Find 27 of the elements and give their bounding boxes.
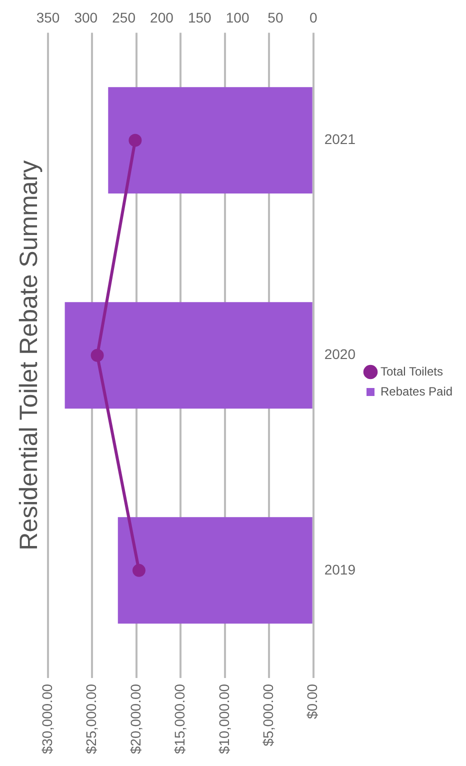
y-tick-label: 2021 [324,131,356,148]
bar [64,302,312,409]
x-tick-label: $15,000.00 [172,684,188,754]
bar [108,87,312,194]
legend-label: Total Toilets [380,364,443,378]
bar [118,517,312,624]
point [132,564,146,577]
y-tick-label: 2020 [324,346,356,362]
x2-tick-label: 200 [150,9,174,26]
text: Residential Toilet Rebate Summary [14,160,43,550]
x2-tick-label: 300 [74,9,98,26]
point [90,348,104,362]
x2-tick-label: 250 [112,9,136,26]
x2-tick-label: 0 [309,9,318,26]
x2-tick-label: 50 [268,9,284,26]
x-tick-label: $10,000.00 [216,684,232,754]
x-tick-label: $0.00 [304,684,320,719]
x-tick-label: $25,000.00 [83,684,100,754]
legend-label: Rebates Paid [380,384,453,398]
x-tick-label: $30,000.00 [38,684,55,754]
x2-tick-label: 150 [188,9,212,26]
y-tick-label: 2019 [324,561,356,578]
x-tick-label: $5,000.00 [260,684,276,746]
x2-tick-label: 100 [226,9,250,26]
x2-tick-label: 350 [36,9,60,26]
x-tick-label: $20,000.00 [127,684,144,754]
point [128,134,142,147]
